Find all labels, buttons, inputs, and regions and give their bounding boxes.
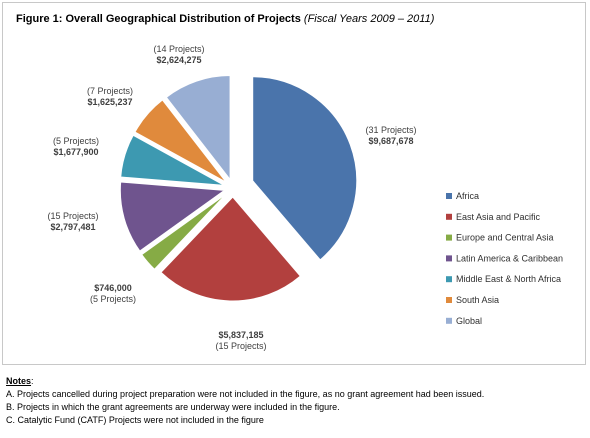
- figure-title: Figure 1: Overall Geographical Distribut…: [16, 13, 434, 25]
- slice-projects-label-europe-and-central-asia: (5 Projects): [90, 294, 136, 304]
- legend-swatch-east-asia-and-pacific: [446, 213, 452, 220]
- slice-amount-label-global: $2,624,275: [156, 55, 201, 65]
- slice-amount-label-south-asia: $1,625,237: [87, 97, 132, 107]
- figure-subtitle: (Fiscal Years 2009 – 2011): [303, 13, 435, 25]
- pie-labels: (31 Projects)$9,687,678$5,837,185(15 Pro…: [47, 44, 416, 351]
- legend-swatch-south-asia: [446, 297, 452, 303]
- notes-title-colon: :: [31, 376, 34, 386]
- pie-chart: (31 Projects)$9,687,678$5,837,185(15 Pro…: [47, 44, 563, 351]
- slice-projects-label-africa: (31 Projects): [365, 125, 416, 135]
- slice-amount-label-east-asia-and-pacific: $5,837,185: [218, 330, 263, 340]
- slice-projects-label-global: (14 Projects): [153, 44, 204, 54]
- notes-title: Notes: [6, 376, 32, 386]
- slice-projects-label-middle-east-and-north-africa: (5 Projects): [53, 136, 99, 146]
- pie-slice-east-asia-and-pacific: [160, 196, 301, 302]
- legend-swatch-latin-america-and-caribbean: [446, 255, 452, 262]
- pie-slice-south-asia: [134, 99, 227, 183]
- slice-projects-label-latin-america-and-caribbean: (15 Projects): [47, 211, 98, 221]
- slice-amount-label-africa: $9,687,678: [368, 136, 413, 146]
- pie-slice-middle-east-and-north-africa: [120, 134, 225, 186]
- pie-slices: [119, 74, 358, 302]
- slice-projects-label-south-asia: (7 Projects): [87, 86, 133, 96]
- note-a: A. Projects cancelled during project pre…: [6, 389, 485, 399]
- slice-amount-label-latin-america-and-caribbean: $2,797,481: [50, 222, 95, 232]
- legend-label-south-asia: South Asia: [456, 295, 499, 305]
- pie-slice-global: [165, 74, 231, 181]
- pie-slice-latin-america-and-caribbean: [119, 181, 226, 252]
- legend-label-global: Global: [456, 316, 482, 326]
- figure-title-main: Figure 1: Overall Geographical Distribut…: [16, 13, 301, 25]
- slice-amount-label-europe-and-central-asia: $746,000: [94, 283, 132, 293]
- note-c: C. Catalytic Fund (CATF) Projects were n…: [6, 415, 264, 425]
- note-b: B. Projects in which the grant agreement…: [6, 402, 340, 412]
- legend-label-europe-and-central-asia: Europe and Central Asia: [456, 233, 554, 243]
- legend-swatch-middle-east-and-north-africa: [446, 276, 452, 283]
- legend-label-east-asia-and-pacific: East Asia and Pacific: [456, 212, 541, 222]
- legend-swatch-global: [446, 317, 452, 324]
- legend-label-middle-east-and-north-africa: Middle East & North Africa: [456, 274, 561, 284]
- legend-label-africa: Africa: [456, 191, 479, 201]
- legend-swatch-africa: [446, 193, 452, 199]
- chart-legend: Africa East Asia and Pacific Europe and Ce…: [446, 191, 563, 326]
- pie-slice-europe-and-central-asia: [141, 193, 227, 270]
- pie-slice-africa: [252, 76, 358, 261]
- slice-amount-label-middle-east-and-north-africa: $1,677,900: [53, 147, 98, 157]
- slice-projects-label-east-asia-and-pacific: (15 Projects): [215, 341, 266, 351]
- chart-frame: Figure 1: Overall Geographical Distribut…: [2, 2, 586, 365]
- legend-label-latin-america-and-caribbean: Latin America & Caribbean: [456, 253, 563, 263]
- legend-swatch-europe-and-central-asia: [446, 234, 452, 241]
- notes-section: Notes: A. Projects cancelled during proj…: [6, 375, 586, 427]
